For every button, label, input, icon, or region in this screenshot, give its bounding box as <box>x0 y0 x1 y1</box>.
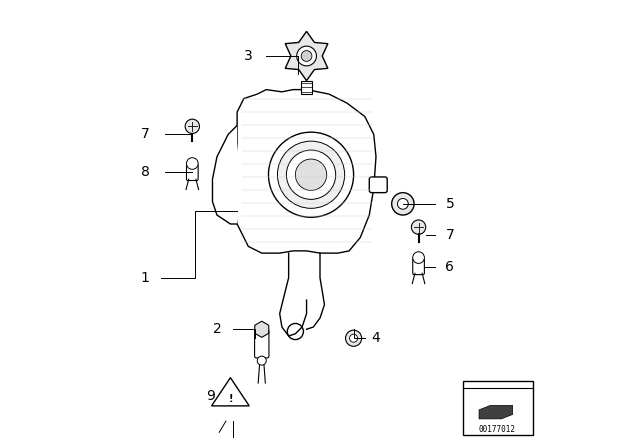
Circle shape <box>397 198 408 209</box>
PathPatch shape <box>233 90 376 253</box>
Polygon shape <box>212 378 249 406</box>
FancyBboxPatch shape <box>186 164 198 181</box>
Bar <box>463 381 532 435</box>
Polygon shape <box>285 31 328 81</box>
Circle shape <box>346 330 362 346</box>
Text: 4: 4 <box>372 331 380 345</box>
Circle shape <box>278 141 345 208</box>
Circle shape <box>185 119 200 134</box>
Circle shape <box>257 356 266 365</box>
Circle shape <box>269 132 354 217</box>
Polygon shape <box>255 321 269 337</box>
Circle shape <box>287 150 336 199</box>
Circle shape <box>296 159 327 190</box>
Circle shape <box>297 46 316 66</box>
Text: 00177012: 00177012 <box>479 425 515 434</box>
FancyBboxPatch shape <box>369 177 387 193</box>
Text: 9: 9 <box>206 389 214 404</box>
Text: 6: 6 <box>445 259 454 274</box>
Text: !: ! <box>228 394 233 404</box>
Polygon shape <box>479 405 513 419</box>
Text: 3: 3 <box>244 49 253 63</box>
PathPatch shape <box>212 125 237 224</box>
Polygon shape <box>301 81 312 94</box>
Circle shape <box>186 158 198 169</box>
Circle shape <box>412 220 426 234</box>
Circle shape <box>413 252 424 263</box>
Circle shape <box>349 334 358 342</box>
FancyBboxPatch shape <box>255 330 269 358</box>
Text: 2: 2 <box>212 322 221 336</box>
Text: 7: 7 <box>141 127 150 142</box>
Circle shape <box>392 193 414 215</box>
Circle shape <box>301 51 312 61</box>
Text: 8: 8 <box>141 165 150 180</box>
FancyBboxPatch shape <box>413 258 424 275</box>
Text: 5: 5 <box>445 197 454 211</box>
Text: 1: 1 <box>141 271 150 285</box>
Circle shape <box>287 323 303 340</box>
Text: 7: 7 <box>445 228 454 242</box>
